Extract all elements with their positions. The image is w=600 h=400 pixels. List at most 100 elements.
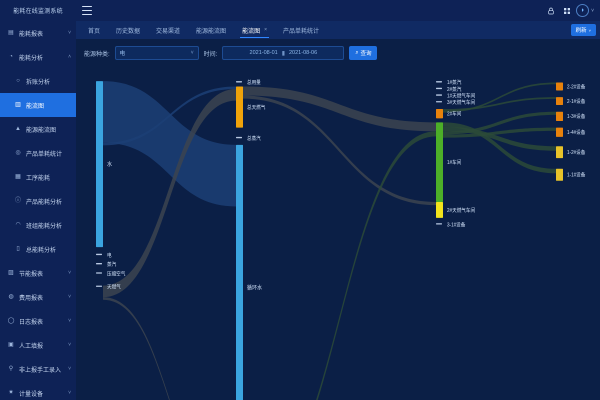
sidebar-menu: ▤ 能耗报表 ˅ ◔ 能耗分析 ˄ ○ 拆账分析 ▥ 能流图 ▲ 能源能流图 ◎ 产品单耗统计 ▦ 工序能耗 ⓘ… [0, 21, 76, 400]
sankey-node-label: 3#天燃气车间 [447, 99, 475, 106]
sankey-node-label: 水 [107, 160, 113, 168]
sankey-node[interactable] [236, 144, 243, 400]
sidebar: 能耗在线监测系统 ▤ 能耗报表 ˅ ◔ 能耗分析 ˄ ○ 拆账分析 ▥ 能流图 ▲ 能源能流图 ◎ 产品单… [0, 0, 76, 400]
gear-icon: ✷ [8, 390, 14, 396]
sidebar-item-11[interactable]: ◍ 费用报表 ˅ [0, 285, 76, 309]
sankey-node[interactable] [96, 272, 102, 274]
sankey-node[interactable] [556, 82, 563, 91]
grid-icon: ▦ [15, 174, 21, 180]
sankey-node[interactable] [96, 253, 102, 256]
energy-type-select[interactable]: 电 ˅ [114, 46, 199, 60]
tab-3[interactable]: 能源能流图 [188, 21, 234, 39]
user-avatar[interactable]: ◗ [576, 4, 590, 17]
sankey-node-label: 2#车间 [447, 110, 461, 117]
sankey-node[interactable] [436, 122, 443, 202]
sankey-node[interactable] [436, 81, 442, 83]
analysis-icon: ◔ [9, 54, 13, 60]
tab-4[interactable]: 能流图 × [234, 21, 275, 39]
sankey-node-label: 1-4#设备 [567, 129, 586, 136]
tab-bar: 首页 历史数据 交易渠道 能源能流图 能流图 × 产品单耗统计 刷新 ˅ [76, 21, 600, 39]
sankey-node[interactable] [96, 81, 103, 248]
sankey-node[interactable] [96, 263, 102, 265]
chevron-icon: ˅ [68, 30, 71, 36]
lock-icon[interactable] [544, 4, 557, 17]
sidebar-item-3[interactable]: ▥ 能流图 [0, 93, 76, 117]
sidebar-item-15[interactable]: ✷ 计量设备 ˅ [0, 381, 76, 400]
tabbar-actions: 刷新 ˅ [570, 21, 600, 39]
sankey-node-label: 1#天燃气车间 [447, 92, 475, 99]
sankey-node[interactable] [96, 285, 102, 287]
search-button[interactable]: ⌕ 查询 [349, 46, 378, 60]
sankey-node[interactable] [436, 94, 442, 96]
sidebar-item-label: 能流图 [26, 103, 45, 110]
sankey-link [443, 127, 556, 138]
chevron-icon: ˅ [68, 318, 71, 324]
sidebar-item-8[interactable]: ◠ 班组能耗分析 [0, 213, 76, 237]
sidebar-item-label: 班组能耗分析 [26, 223, 63, 230]
sidebar-item-13[interactable]: ▣ 人工填报 ˅ [0, 333, 76, 357]
hamburger-icon[interactable] [82, 6, 92, 15]
sidebar-item-label: 工序能耗 [26, 175, 51, 182]
sidebar-item-7[interactable]: ⓘ 产品能耗分析 [0, 189, 76, 213]
sankey-node-label: 1#车间 [447, 159, 461, 166]
sankey-node[interactable] [436, 87, 442, 90]
sankey-node[interactable] [436, 109, 443, 119]
sidebar-item-6[interactable]: ▦ 工序能耗 [0, 165, 76, 189]
sidebar-item-4[interactable]: ▲ 能源能流图 [0, 117, 76, 141]
brand-title: 能耗在线监测系统 [0, 0, 76, 21]
sankey-node[interactable] [436, 223, 442, 225]
tab-2[interactable]: 交易渠道 [148, 21, 188, 39]
sankey-link [243, 86, 436, 132]
date-end-value: 2021-08-06 [289, 50, 318, 56]
sankey-link [443, 97, 556, 111]
sankey-node[interactable] [556, 127, 563, 137]
refresh-button[interactable]: 刷新 ˅ [570, 24, 596, 36]
sankey-node[interactable] [556, 97, 563, 106]
date-start-value: 2021-08-01 [249, 50, 278, 56]
sidebar-item-label: 产品能耗分析 [26, 199, 63, 206]
chevron-down-icon: ˅ [588, 27, 591, 33]
info-icon: ⓘ [14, 198, 21, 204]
sidebar-item-12[interactable]: ◯ 日志报表 ˅ [0, 309, 76, 333]
sidebar-item-label: 拆账分析 [26, 79, 51, 86]
doc-icon: ▯ [16, 246, 20, 252]
energy-type-label: 能源种类: [84, 51, 110, 58]
sankey-node-label: 循环水 [247, 283, 263, 291]
circle-icon: ○ [16, 78, 20, 84]
grid-apps-icon[interactable] [560, 4, 573, 17]
sankey-node[interactable] [436, 101, 442, 103]
sidebar-item-5[interactable]: ◎ 产品单耗统计 [0, 141, 76, 165]
tab-label: 能流图 [242, 28, 261, 35]
sankey-node-label: 2-2#设备 [567, 83, 586, 90]
tab-5[interactable]: 产品单耗统计 [275, 21, 327, 39]
sankey-node[interactable] [236, 81, 242, 83]
sankey-node[interactable] [236, 136, 242, 139]
tab-0[interactable]: 首页 [80, 21, 108, 39]
sidebar-item-1[interactable]: ◔ 能耗分析 ˄ [0, 45, 76, 69]
tab-label: 产品单耗统计 [283, 28, 320, 35]
user-menu-caret[interactable]: ˅ [591, 7, 594, 14]
sidebar-item-10[interactable]: ▨ 节能报表 ˅ [0, 261, 76, 285]
sankey-node-label: 1-3#设备 [567, 113, 586, 120]
sankey-node-label: 1#蒸汽 [447, 79, 461, 86]
sankey-node-label: 总天燃气 [247, 104, 266, 111]
close-icon[interactable]: × [264, 27, 267, 33]
sidebar-item-0[interactable]: ▤ 能耗报表 ˅ [0, 21, 76, 45]
sankey-node[interactable] [556, 168, 563, 181]
sidebar-item-label: 人工填报 [19, 343, 44, 350]
sankey-node-label: 压缩空气 [107, 270, 126, 277]
sankey-node-label: 3-1#设备 [447, 221, 466, 228]
date-range-picker[interactable]: 2021-08-01 ▮ 2021-08-06 [222, 46, 345, 60]
manual-icon: ▣ [8, 342, 14, 348]
tab-1[interactable]: 历史数据 [108, 21, 148, 39]
save-icon: ▨ [8, 270, 14, 276]
sidebar-item-14[interactable]: ⚲ 非上报手工录入 ˅ [0, 357, 76, 381]
sankey-node[interactable] [236, 86, 243, 128]
sidebar-item-2[interactable]: ○ 拆账分析 [0, 69, 76, 93]
sankey-node[interactable] [436, 201, 443, 218]
sankey-node[interactable] [556, 146, 563, 159]
sidebar-item-label: 计量设备 [19, 391, 44, 398]
energy-icon: ▲ [15, 126, 21, 132]
sankey-node[interactable] [556, 111, 563, 121]
sidebar-item-9[interactable]: ▯ 总能耗分析 [0, 237, 76, 261]
